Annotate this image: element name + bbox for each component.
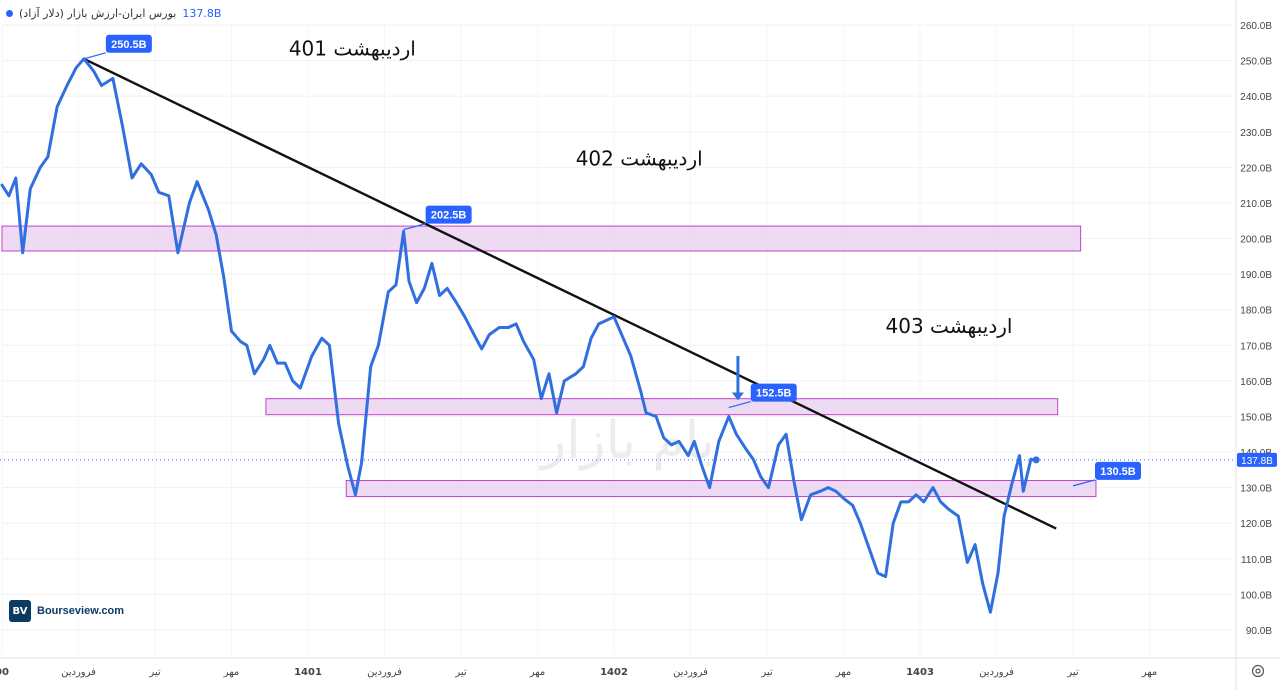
y-tick-label: 90.0B <box>1246 626 1272 637</box>
x-tick-label: 1402 <box>600 667 628 678</box>
y-tick-label: 110.0B <box>1241 555 1272 566</box>
y-tick-label: 240.0B <box>1240 92 1272 103</box>
y-tick-label: 250.0B <box>1240 57 1272 68</box>
x-tick-label: تیر <box>760 667 773 678</box>
x-tick-label: مهر <box>1141 667 1157 678</box>
series-line <box>0 57 1035 614</box>
value-badge-label: 250.5B <box>111 39 147 51</box>
x-tick-label: فروردین <box>61 667 96 678</box>
y-tick-label: 230.0B <box>1240 128 1272 139</box>
series-end-point <box>1032 456 1040 464</box>
value-badge <box>1095 461 1141 480</box>
value-badge-label: 130.5B <box>1100 466 1136 478</box>
x-tick-label: فروردین <box>673 667 708 678</box>
x-axis: 00 فروردین تیر مهر 1401 فروردین تیر مهر 1402 فرور… <box>0 657 1280 678</box>
chart-title-value: 137.8B <box>182 6 222 20</box>
y-tick-label: 150.0B <box>1240 412 1272 423</box>
x-tick-label: فروردین <box>367 667 402 678</box>
series-group <box>0 57 1236 614</box>
price-zone <box>1 225 1082 252</box>
value-badge <box>105 34 152 53</box>
y-tick-label: 260.0B <box>1240 21 1272 32</box>
badge-pointer <box>403 223 426 231</box>
chart-title: بورس ایران-ارزش بازار (دلار آزاد) <box>19 6 177 20</box>
value-badges: 250.5B 202.5B 152.5B 130.5B <box>83 34 1141 487</box>
current-value-tag <box>1237 452 1277 467</box>
bourseview-logo[interactable]: BV Bourseview.com <box>9 600 124 622</box>
y-tick-label: 210.0B <box>1240 199 1272 210</box>
value-badge-label: 152.5B <box>756 388 792 400</box>
badge-pointer <box>83 52 107 60</box>
y-tick-label: 160.0B <box>1240 377 1272 388</box>
y-tick-label: 180.0B <box>1240 306 1272 317</box>
series-dot-icon <box>6 9 13 17</box>
annotation-label: اردیبهشت 402 <box>576 147 703 171</box>
y-tick-label: 170.0B <box>1240 341 1272 352</box>
x-tick-label: مهر <box>223 667 239 678</box>
badge-pointer <box>1072 479 1096 487</box>
x-tick-label: مهر <box>529 667 545 678</box>
badge-pointer <box>728 400 751 409</box>
price-zones <box>1 225 1097 498</box>
bourseview-logo-text: Bourseview.com <box>37 605 125 617</box>
bourseview-logo-icon: BV <box>9 600 31 622</box>
x-tick-label: 1401 <box>294 667 322 678</box>
y-axis: 260.0B 250.0B 240.0B 230.0B 220.0B 210.0B 200.… <box>1235 0 1277 690</box>
x-tick-label: تیر <box>148 667 161 678</box>
annotations: اردیبهشت 401 اردیبهشت 402 اردیبهشت 403 <box>289 36 1013 401</box>
value-badge-label: 202.5B <box>431 210 467 222</box>
x-tick-label: تیر <box>1066 667 1079 678</box>
grid <box>1 24 1232 655</box>
annotation-label: اردیبهشت 403 <box>886 314 1013 338</box>
y-tick-label: 130.0B <box>1240 484 1272 495</box>
x-tick-label: مهر <box>835 667 851 678</box>
x-tick-label: تیر <box>454 667 467 678</box>
x-tick-label: 00 <box>0 667 9 678</box>
price-zone <box>265 398 1059 416</box>
settings-icon[interactable] <box>1251 664 1265 678</box>
annotation-label: اردیبهشت 401 <box>289 36 416 60</box>
price-zone <box>345 480 1097 498</box>
trendline-group <box>83 57 1057 530</box>
y-tick-label: 190.0B <box>1240 270 1272 281</box>
y-tick-label: 220.0B <box>1240 163 1272 174</box>
trendline <box>83 57 1057 530</box>
annotation-arrow-head <box>731 392 744 401</box>
chart-title-bar: بورس ایران-ارزش بازار (دلار آزاد) 137.8B <box>6 4 221 22</box>
value-badge <box>425 205 472 224</box>
x-tick-label: 1403 <box>906 667 934 678</box>
value-badge <box>750 383 797 402</box>
y-tick-label: 100.0B <box>1240 590 1272 601</box>
y-tick-label: 120.0B <box>1240 519 1272 530</box>
watermark: بام بازار <box>538 411 715 471</box>
x-tick-label: فروردین <box>979 667 1014 678</box>
y-tick-label: 200.0B <box>1240 235 1272 246</box>
current-value-label: 137.8B <box>1241 456 1273 467</box>
